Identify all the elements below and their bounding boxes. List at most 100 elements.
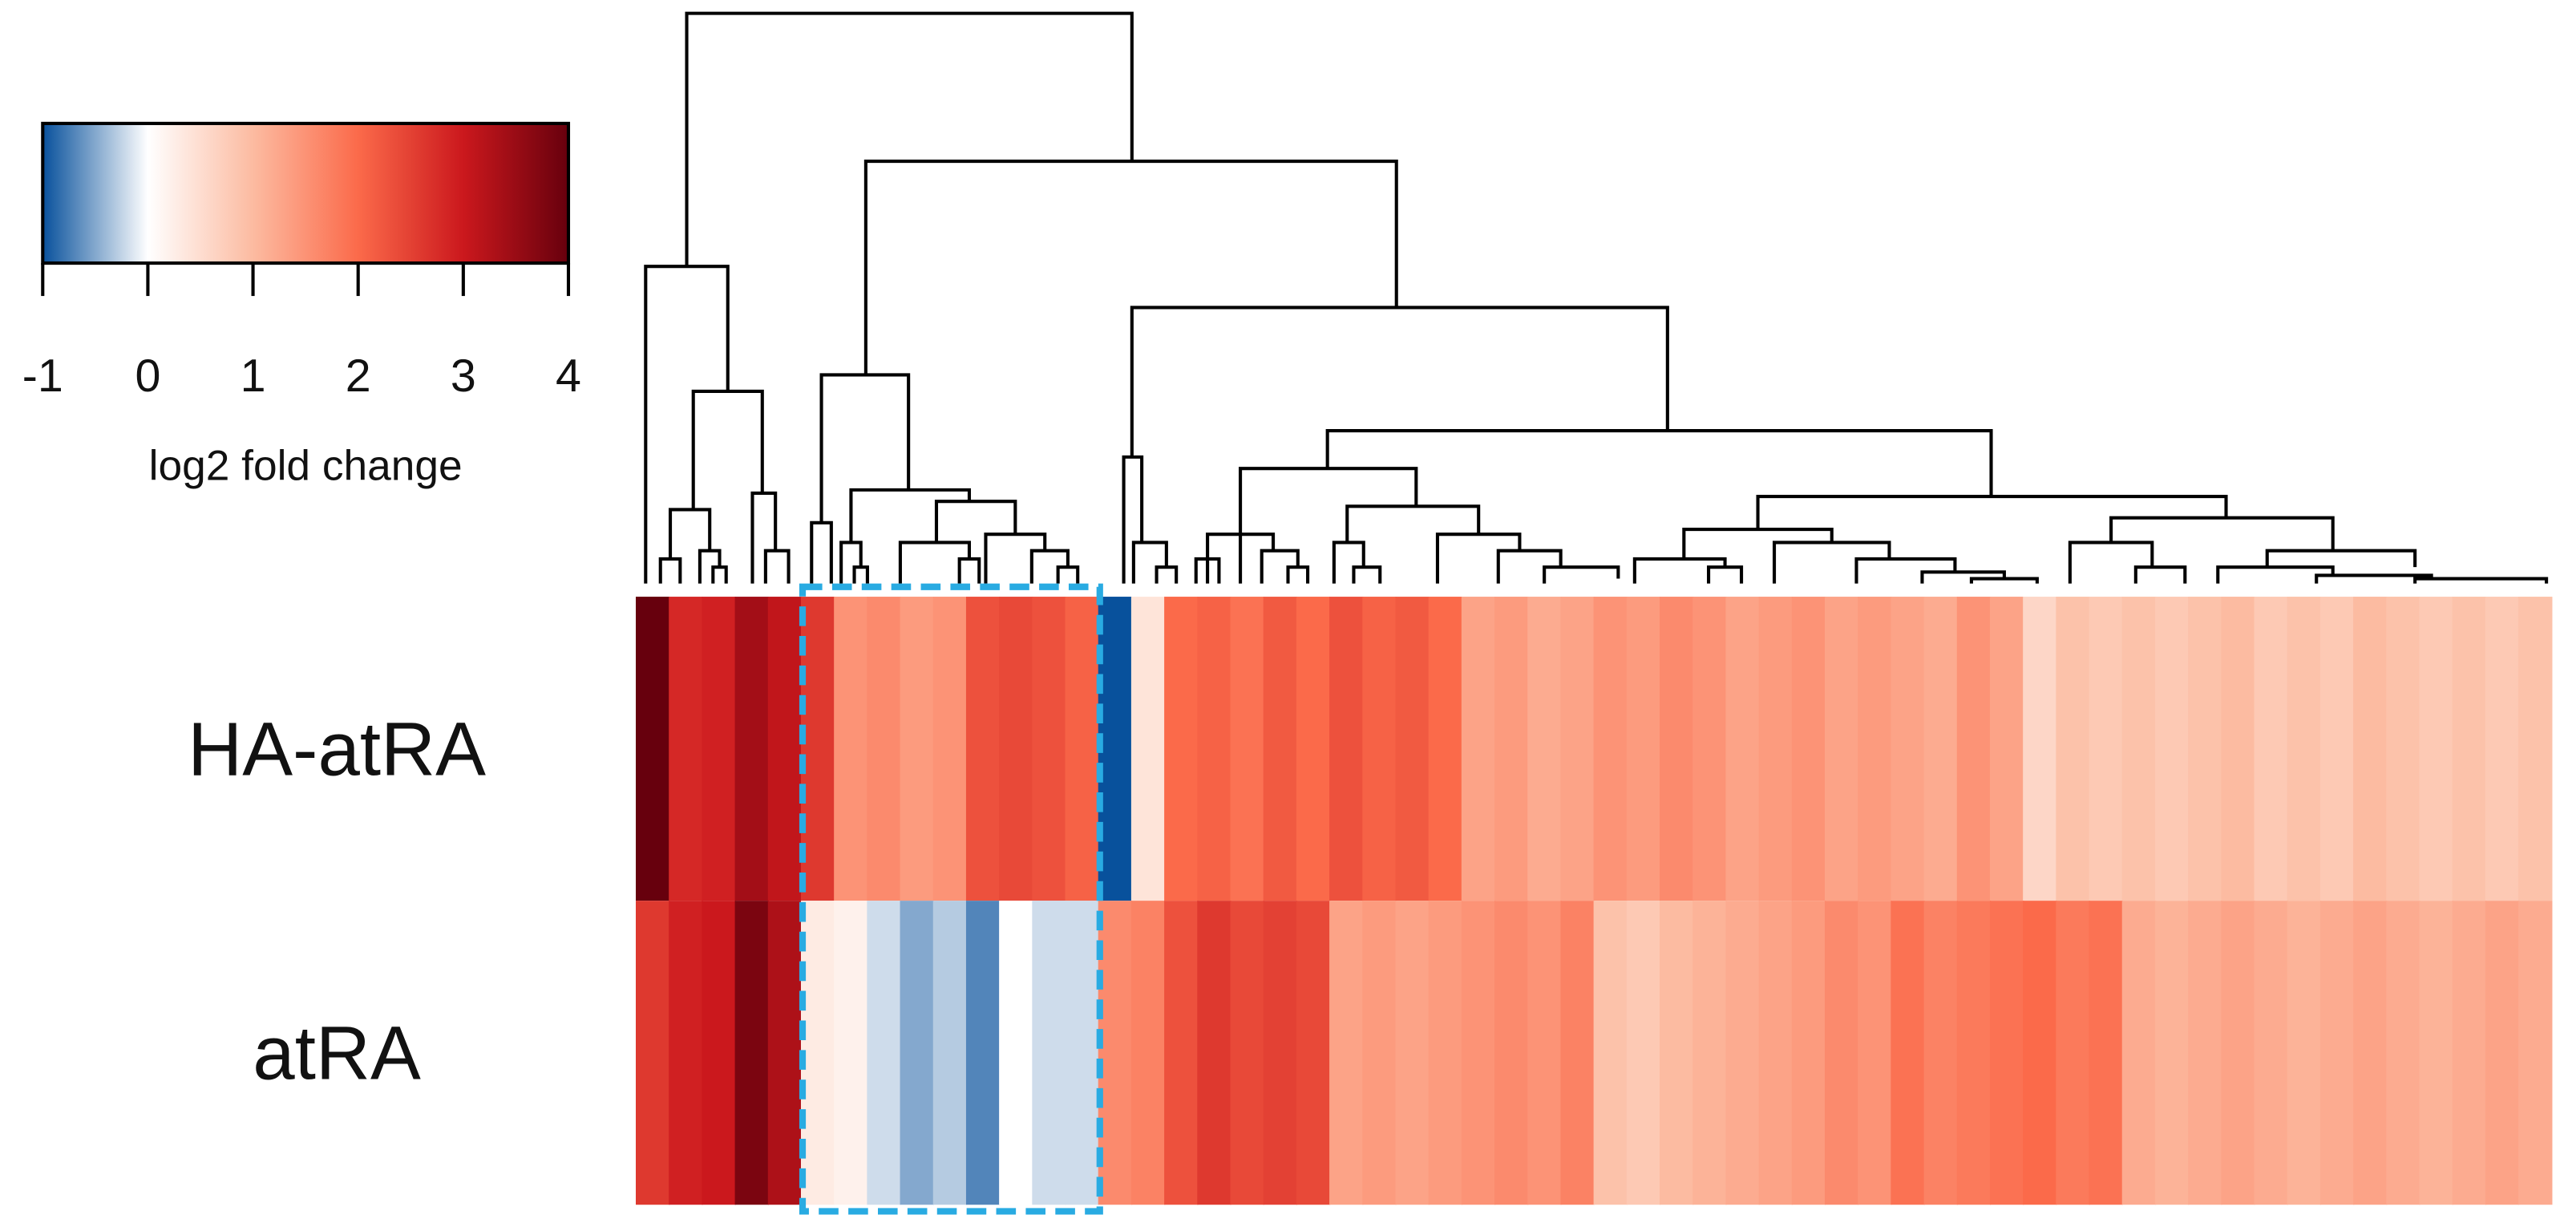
heatmap-cell <box>999 901 1033 1205</box>
row-label: HA-atRA <box>188 707 486 791</box>
heatmap-cell <box>2023 901 2057 1205</box>
heatmap-cell <box>1263 901 1298 1205</box>
heatmap-cell <box>999 597 1033 901</box>
heatmap-cell <box>1725 901 1760 1205</box>
heatmap-cell <box>1626 901 1661 1205</box>
heatmap-cell <box>2056 901 2090 1205</box>
heatmap-cell <box>669 597 703 901</box>
heatmap-cell <box>1329 597 1364 901</box>
heatmap-cell <box>800 901 835 1205</box>
heatmap-cell <box>1593 597 1628 901</box>
heatmap-cell <box>2121 901 2157 1205</box>
heatmap-cell <box>1527 901 1562 1205</box>
heatmap-cell <box>1197 597 1231 901</box>
heatmap-cell <box>1362 597 1397 901</box>
heatmap-cell <box>1989 901 2024 1205</box>
heatmap-cell <box>867 901 901 1205</box>
heatmap-cell <box>1395 901 1430 1205</box>
heatmap-cell <box>2221 901 2255 1205</box>
heatmap-cell <box>2386 597 2420 901</box>
heatmap-cell <box>2188 901 2222 1205</box>
heatmap-cell <box>2121 597 2157 901</box>
heatmap-cell <box>702 901 736 1205</box>
heatmap-cell <box>1824 597 1859 901</box>
heatmap-cell <box>1858 901 1892 1205</box>
heatmap-cell <box>669 901 703 1205</box>
heatmap-cell <box>2452 597 2487 901</box>
heatmap-cell <box>1230 901 1264 1205</box>
heatmap-cell <box>1065 901 1099 1205</box>
heatmap-cell <box>1032 901 1066 1205</box>
heatmap-cell <box>2089 597 2123 901</box>
heatmap-cell <box>1692 901 1727 1205</box>
colorbar <box>41 121 571 265</box>
heatmap-cell <box>1065 597 1099 901</box>
heatmap-cell <box>2056 597 2090 901</box>
heatmap-cell <box>2353 901 2388 1205</box>
heatmap-cell <box>1626 597 1661 901</box>
heatmap-cell <box>1098 901 1133 1205</box>
heatmap-cell <box>1593 901 1628 1205</box>
heatmap-cell <box>2154 597 2190 901</box>
heatmap-cell <box>636 597 670 901</box>
heatmap-cell <box>2419 597 2453 901</box>
colorbar-tick-label: 3 <box>451 350 476 402</box>
heatmap-cell <box>1560 901 1595 1205</box>
heatmap-cell <box>2386 901 2420 1205</box>
colorbar-tick-label: 4 <box>556 350 581 402</box>
heatmap-cell <box>1956 901 1992 1205</box>
heatmap-cell <box>1989 597 2024 901</box>
heatmap-cell <box>2518 901 2553 1205</box>
heatmap-cell <box>1197 901 1231 1205</box>
heatmap-cell <box>2319 901 2355 1205</box>
heatmap-cell <box>2221 597 2255 901</box>
heatmap-cell <box>1758 901 1793 1205</box>
heatmap-cell <box>965 597 1001 901</box>
heatmap-cell <box>2188 597 2222 901</box>
colorbar-tick-label: -1 <box>22 350 63 402</box>
heatmap-cell <box>734 597 770 901</box>
heatmap-cell <box>900 597 934 901</box>
heatmap-cell <box>2518 597 2553 901</box>
highlight-box <box>799 583 1103 1215</box>
heatmap-cell <box>800 597 835 901</box>
heatmap-cell <box>1130 901 1166 1205</box>
colorbar-tick-label: 1 <box>241 350 266 402</box>
heatmap-cell <box>1824 901 1859 1205</box>
heatmap-cell <box>1098 597 1133 901</box>
heatmap-cell <box>1560 597 1595 901</box>
heatmap-cell <box>1660 901 1694 1205</box>
heatmap-cell <box>1791 901 1826 1205</box>
heatmap-cell <box>2287 901 2322 1205</box>
heatmap-cell <box>1692 597 1727 901</box>
heatmap-cell <box>767 597 803 901</box>
heatmap-cell <box>965 901 1001 1205</box>
heatmap-cell <box>867 597 901 901</box>
heatmap-cell <box>2254 597 2288 901</box>
heatmap-cell <box>834 901 868 1205</box>
row-label: atRA <box>253 1010 421 1095</box>
heatmap-cell <box>1891 597 1925 901</box>
heatmap-cell <box>1494 901 1529 1205</box>
heatmap-cell <box>1758 597 1793 901</box>
heatmap-cell <box>1923 597 1958 901</box>
heatmap-cell <box>734 901 770 1205</box>
colorbar-tick-label: 0 <box>135 350 160 402</box>
heatmap-cell <box>2287 597 2322 901</box>
heatmap-cell <box>1956 597 1992 901</box>
heatmap-cell <box>1461 597 1496 901</box>
heatmap-cell <box>1858 597 1892 901</box>
colorbar-label: log2 fold change <box>149 443 463 490</box>
heatmap-cell <box>1791 597 1826 901</box>
heatmap-cell <box>1494 597 1529 901</box>
heatmap-cell <box>2254 901 2288 1205</box>
heatmap-cell <box>2023 597 2057 901</box>
heatmap-cell <box>1362 901 1397 1205</box>
heatmap-cell <box>2089 901 2123 1205</box>
heatmap-cell <box>702 597 736 901</box>
heatmap-cell <box>1428 901 1463 1205</box>
colorbar-tick-label: 2 <box>346 350 371 402</box>
heatmap-cell <box>1164 901 1199 1205</box>
dendrogram <box>644 11 2549 584</box>
